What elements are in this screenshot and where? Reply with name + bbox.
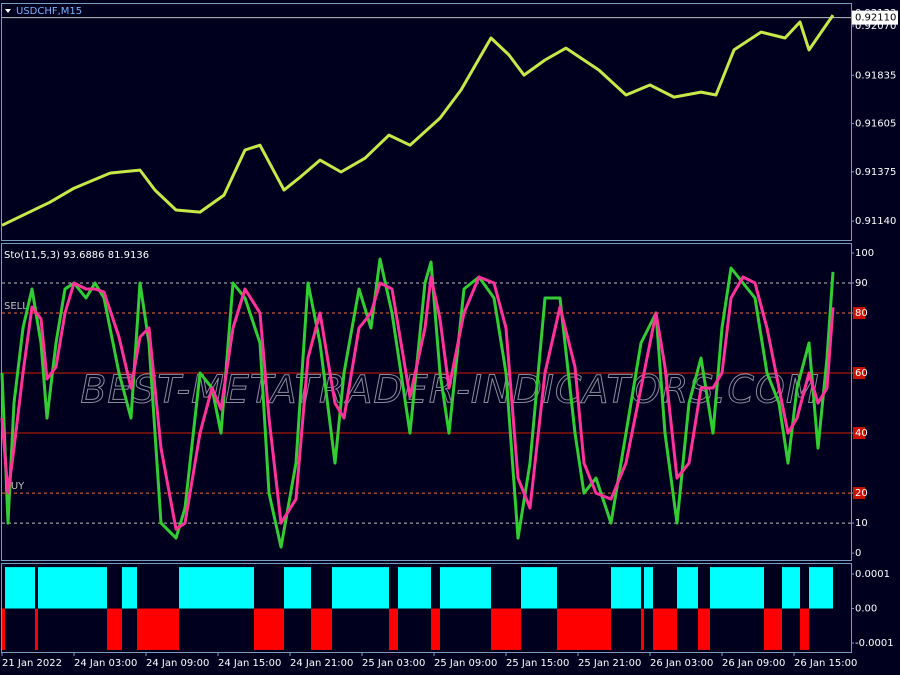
x-tick-label: 25 Jan 03:00 <box>362 658 425 669</box>
y-tick-label: 40 <box>855 428 868 439</box>
histogram-bar <box>5 567 35 609</box>
y-tick-label: 90 <box>855 278 868 289</box>
tick-label-box <box>853 367 865 380</box>
histogram-bar <box>38 567 107 609</box>
y-tick-label: 80 <box>855 308 868 319</box>
y-tick-label: 0.91835 <box>855 70 896 81</box>
histogram-bar <box>809 567 833 609</box>
y-tick-label: 100 <box>855 248 874 259</box>
histogram-bar <box>710 567 764 609</box>
histogram-bar <box>653 608 677 650</box>
histogram-bar <box>389 608 398 650</box>
x-tick-label: 24 Jan 15:00 <box>218 658 281 669</box>
x-tick-label: 24 Jan 21:00 <box>290 658 353 669</box>
histogram-bar <box>440 567 491 609</box>
histogram-bar <box>2 608 5 650</box>
level-annotation: SELL <box>4 301 28 312</box>
histogram-bar <box>137 608 179 650</box>
histogram-bar <box>35 608 38 650</box>
histogram-bar <box>398 567 431 609</box>
histogram-bar <box>284 567 311 609</box>
y-tick-label: 0.91605 <box>855 119 896 130</box>
stochastic-panel <box>1 243 852 561</box>
y-tick-label: 0.91140 <box>855 216 896 227</box>
y-tick-label: -0.0001 <box>855 638 894 649</box>
y-tick-label: 60 <box>855 368 868 379</box>
panel-title: USDCHF,M15 <box>16 6 82 17</box>
y-tick-label: 10 <box>855 518 868 529</box>
histogram-bar <box>521 567 557 609</box>
histogram-bar <box>311 608 332 650</box>
histogram-bar <box>782 567 800 609</box>
histogram-bar <box>107 608 122 650</box>
y-tick-label: 0 <box>855 548 861 559</box>
menu-arrow <box>5 9 11 13</box>
histogram-bar <box>122 567 137 609</box>
histogram-bar <box>332 567 389 609</box>
price-label: 0.92110 <box>855 13 896 24</box>
y-tick-label: 0.00 <box>855 604 877 615</box>
histogram-bar <box>677 567 698 609</box>
x-tick-label: 25 Jan 09:00 <box>434 658 497 669</box>
histogram-bar <box>644 567 653 609</box>
tick-label-box <box>853 307 865 320</box>
x-tick-label: 21 Jan 2022 <box>2 658 62 669</box>
x-tick-label: 26 Jan 03:00 <box>650 658 713 669</box>
x-tick-label: 24 Jan 03:00 <box>74 658 137 669</box>
y-tick-label: 0.91375 <box>855 167 896 178</box>
histogram-bar <box>611 567 641 609</box>
y-tick-label: 0.0001 <box>855 569 890 580</box>
histogram-bar <box>800 608 809 650</box>
histogram-panel <box>1 563 852 653</box>
x-tick-label: 25 Jan 21:00 <box>578 658 641 669</box>
price-label-box <box>852 10 898 25</box>
y-tick-label: 0.92070 <box>855 21 896 32</box>
histogram-bar <box>641 608 644 650</box>
y-tick-label: 20 <box>855 488 868 499</box>
x-tick-label: 25 Jan 15:00 <box>506 658 569 669</box>
histogram-bar <box>764 608 782 650</box>
x-tick-label: 26 Jan 09:00 <box>722 658 785 669</box>
series-line <box>1 14 835 227</box>
level-annotation: BUY <box>4 481 25 492</box>
panel-title: Sto(11,5,3) 93.6886 81.9136 <box>4 250 149 261</box>
tick-label-box <box>853 487 865 500</box>
histogram-bar <box>431 608 440 650</box>
tick-label-box <box>853 427 865 440</box>
series-line <box>0 275 835 531</box>
x-tick-label: 26 Jan 15:00 <box>794 658 857 669</box>
histogram-bar <box>698 608 710 650</box>
x-tick-label: 24 Jan 09:00 <box>146 658 209 669</box>
histogram-bar <box>557 608 611 650</box>
price-panel <box>1 3 852 241</box>
histogram-bar <box>179 567 254 609</box>
histogram-bar <box>254 608 284 650</box>
series-line <box>0 257 835 549</box>
histogram-bar <box>491 608 521 650</box>
